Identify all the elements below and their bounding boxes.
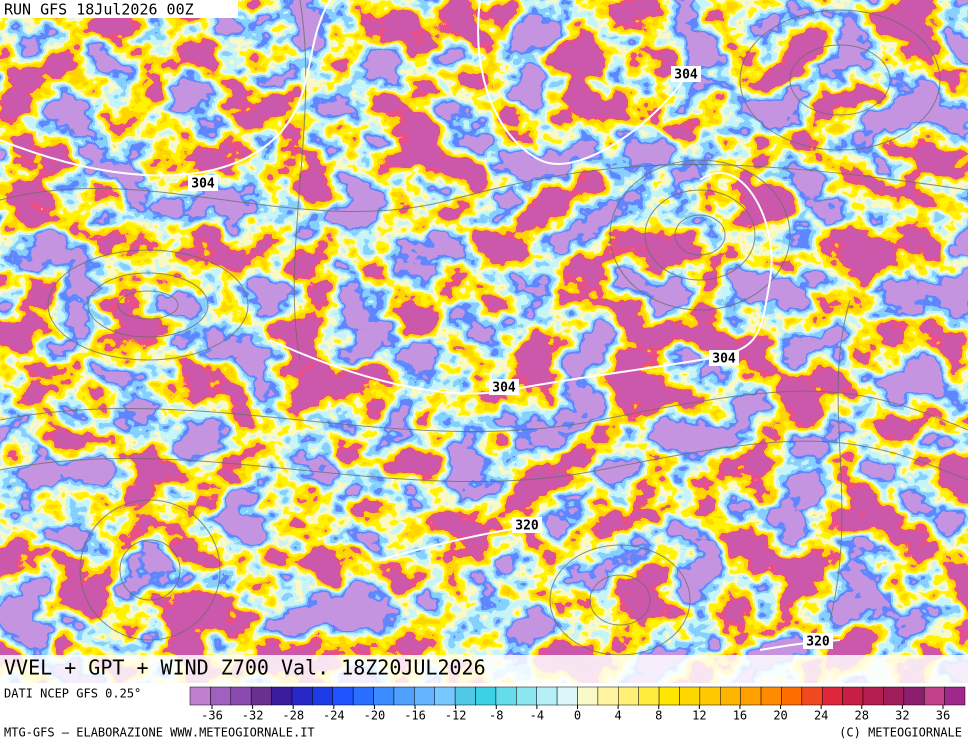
colorbar-swatch xyxy=(414,686,435,706)
colorbar-tick-label: -20 xyxy=(364,709,386,723)
title-box xyxy=(0,655,968,683)
colorbar-swatch xyxy=(903,686,925,706)
colorbar-tick-label: 20 xyxy=(773,709,787,723)
run-box xyxy=(0,0,238,18)
colorbar-tick-label: 12 xyxy=(692,709,706,723)
colorbar-swatch xyxy=(760,686,782,706)
map-title: VVEL + GPT + WIND Z700 Val. 18Z20JUL2026 xyxy=(4,656,486,680)
velocity-field xyxy=(0,0,968,683)
contour-label: 304 xyxy=(674,68,698,83)
colorbar-swatch xyxy=(332,686,354,706)
colorbar-tick-label: 8 xyxy=(655,709,662,723)
colorbar-tick-label: -4 xyxy=(530,709,544,723)
colorbar-swatch xyxy=(352,686,374,706)
contour-label-box xyxy=(709,350,739,366)
colorbar-swatch xyxy=(883,686,905,706)
colorbar-swatch xyxy=(210,686,232,706)
colorbar-swatch xyxy=(944,686,966,706)
colorbar-swatch xyxy=(434,686,456,706)
contour-label: 320 xyxy=(515,519,539,534)
colorbar-swatch xyxy=(454,686,476,706)
colorbar-swatch xyxy=(312,686,334,706)
colorbar-tick-label: 36 xyxy=(936,709,950,723)
contour-label: 304 xyxy=(492,381,516,396)
colorbar-swatch xyxy=(536,686,558,706)
colorbar-swatch xyxy=(720,686,741,706)
colorbar-swatch xyxy=(740,686,762,706)
colorbar-swatch xyxy=(842,686,864,706)
contour-label: 304 xyxy=(191,177,215,192)
source-label: DATI NCEP GFS 0.25° xyxy=(4,687,141,701)
colorbar-tick-label: 0 xyxy=(574,709,581,723)
colorbar-tick-label: 28 xyxy=(855,709,869,723)
colorbar-swatch xyxy=(679,686,701,706)
colorbar-swatch xyxy=(475,686,497,706)
colorbar-swatch xyxy=(618,686,639,706)
run-label: RUN GFS 18Jul2026 00Z xyxy=(4,1,194,19)
colorbar-swatch xyxy=(699,686,721,706)
colorbar-swatch xyxy=(638,686,660,706)
contour-label-box xyxy=(671,66,701,82)
contour-label-box xyxy=(489,379,519,395)
colorbar-swatch xyxy=(658,686,680,706)
contour-label: 320 xyxy=(806,635,830,650)
colorbar-swatch xyxy=(781,686,803,706)
colorbar-swatch xyxy=(291,686,313,706)
footer-left: MTG-GFS — ELABORAZIONE WWW.METEOGIORNALE… xyxy=(4,726,315,740)
colorbar-swatch xyxy=(271,686,293,706)
colorbar-swatch xyxy=(250,686,272,706)
colorbar-tick-label: -32 xyxy=(242,709,264,723)
colorbar-tick-label: -36 xyxy=(201,709,223,723)
colorbar-tick-label: -16 xyxy=(404,709,426,723)
colorbar-swatch xyxy=(862,686,884,706)
colorbar-swatch xyxy=(597,686,619,706)
contour-label-box xyxy=(512,517,542,533)
colorbar-swatch xyxy=(373,686,395,706)
colorbar-tick-label: 4 xyxy=(614,709,621,723)
colorbar-tick-label: -12 xyxy=(445,709,467,723)
colorbar-swatch xyxy=(821,686,843,706)
colorbar-swatch xyxy=(556,686,578,706)
colorbar-swatch xyxy=(923,686,945,706)
colorbar-tick-label: -8 xyxy=(489,709,503,723)
footer-right: (C) METEOGIORNALE xyxy=(839,726,962,740)
colorbar-swatch xyxy=(801,686,823,706)
colorbar-tick-label: -28 xyxy=(282,709,304,723)
colorbar-swatch xyxy=(189,686,211,706)
colorbar-swatch xyxy=(495,686,517,706)
contour-label: 304 xyxy=(712,352,736,367)
contour-label-box xyxy=(188,175,218,191)
streamlines xyxy=(0,0,968,656)
colorbar-swatch xyxy=(516,686,537,706)
contour-label-box xyxy=(803,633,833,649)
colorbar-tick-label: 32 xyxy=(895,709,909,723)
colorbar-swatch xyxy=(393,686,415,706)
colorbar-tick-label: -24 xyxy=(323,709,345,723)
colorbar-swatch xyxy=(230,686,252,706)
colorbar: -36 -32 -28 -24 -20 -16 -12 -8 -4 0 4 8 12 16 20 24 28 32… xyxy=(189,686,966,723)
colorbar-tick-label: 24 xyxy=(814,709,828,723)
colorbar-swatch xyxy=(577,686,599,706)
colorbar-tick-label: 16 xyxy=(733,709,747,723)
